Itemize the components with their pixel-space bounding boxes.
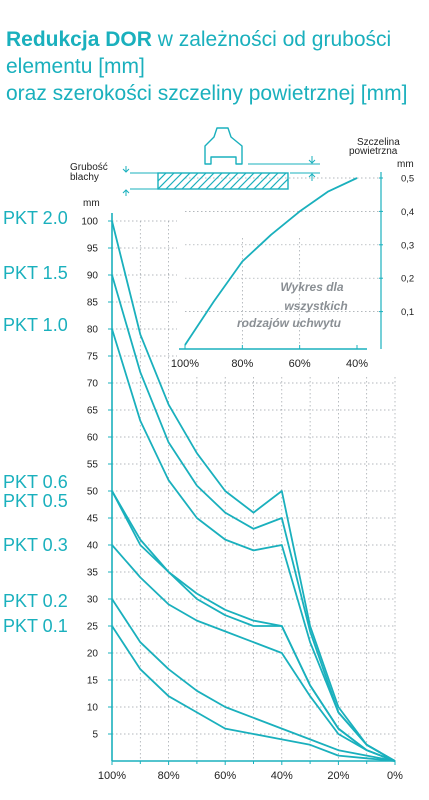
inset-annotation-line: Wykres dla [280,280,343,294]
y-tick-label: 80 [87,325,99,336]
series-label: PKT 2.0 [3,208,68,228]
series-line [111,220,396,762]
inset-y-tick-label: 0,4 [401,207,414,218]
inset-background [177,170,397,377]
y-tick-label: 55 [87,460,99,471]
plate-hatch [245,173,263,189]
plate-hatch [277,178,288,189]
y-tick-label: 95 [87,244,99,255]
inset-y-tick-label: 0,1 [401,307,414,318]
title-line2: oraz szerokości szczeliny powietrznej [m… [6,82,408,105]
y-tick-label: 60 [87,433,99,444]
x-tick-label: 40% [271,770,293,782]
main-axes [108,213,396,765]
plate-hatch [158,173,175,189]
plate-hatch [181,173,199,189]
inset-annotation-line: wszystkich [284,299,347,313]
series-label: PKT 1.0 [3,315,68,335]
series-label: PKT 0.1 [3,616,68,636]
plate-hatch [158,173,159,174]
series-line [111,625,396,762]
x-tick-label: 20% [327,770,349,782]
plate-hatch [269,173,287,189]
y-tick-label: 35 [87,568,99,579]
series-line [111,328,396,762]
y-tick-label: 5 [92,730,98,741]
plate-hatch [253,173,271,189]
plate-hatch [237,173,255,189]
inset-annotation-line: rodzajów uchwytu [237,316,342,330]
series-line [111,490,396,762]
schematic-diagram [122,127,320,196]
inset-y-axis-unit-label: mm [397,159,414,170]
thickness-arrows [122,166,130,196]
series-line [111,598,396,762]
y-tick-label: 85 [87,298,99,309]
x-tick-label: 80% [158,770,180,782]
thickness-label-line1: Grubość [70,162,108,173]
y-tick-label: 50 [87,487,99,498]
chart-text-labels: 5 10 15 20 25 30 35 40 45 50 55 60 65 70 75 80 85 90 95 100… [70,137,414,782]
inset-x-tick-label: 80% [231,358,253,370]
y-tick-label: 75 [87,352,99,363]
plate-hatch [189,173,207,189]
chart-title: Redukcja DOR w zależności od grubości el… [6,26,429,107]
plate-hatch [229,173,247,189]
gap-label-line2: powietrzna [349,146,398,157]
y-tick-label: 40 [87,541,99,552]
main-series-group [111,220,396,762]
plate-hatch [221,173,239,189]
plate-hatch [173,173,191,189]
thickness-label-line2: blachy [70,172,99,183]
y-tick-label: 10 [87,703,99,714]
gripper-icon [204,127,243,165]
series-label: PKT 0.2 [3,591,68,611]
inset-x-tick-label: 60% [289,358,311,370]
x-tick-label: 60% [214,770,236,782]
plate-hatch [165,173,183,189]
inset-series-group [184,177,358,346]
plate-hatch [197,173,215,189]
inset-panel [177,170,397,377]
plate-hatch [213,173,231,189]
y-tick-label: 65 [87,406,99,417]
plate-hatch [261,173,279,189]
y-tick-label: 100 [81,217,98,228]
gap-arrows [308,156,316,181]
gap-label-line1: Szczelina [357,137,400,148]
y-tick-label: 15 [87,676,99,687]
inset-y-tick-label: 0,3 [401,240,414,251]
x-tick-label: 0% [387,770,403,782]
y-tick-label: 20 [87,649,99,660]
inset-y-tick-label: 0,2 [401,274,414,285]
series-label: PKT 1.5 [3,263,68,283]
series-label: PKT 0.3 [3,535,68,555]
y-tick-label: 70 [87,379,99,390]
y-tick-label: 30 [87,595,99,606]
series-line [111,544,396,762]
y-tick-label: 90 [87,271,99,282]
y-axis-unit-label: mm [83,198,100,209]
series-label: PKT 0.6 [3,472,68,492]
y-tick-label: 45 [87,514,99,525]
title-bold: Redukcja DOR [6,28,152,51]
inset-y-tick-label: 0,5 [401,174,414,185]
plate-hatch [205,173,223,189]
title-rest: w zależności od grubości elementu [mm] [6,28,392,78]
x-tick-label: 100% [98,770,126,782]
inset-x-tick-label: 40% [346,358,368,370]
y-tick-label: 25 [87,622,99,633]
inset-axes [179,172,383,350]
plate-hatch [158,173,167,182]
inset-series-line [184,177,358,346]
inset-x-tick-label: 100% [171,358,199,370]
series-label: PKT 0.5 [3,491,68,511]
